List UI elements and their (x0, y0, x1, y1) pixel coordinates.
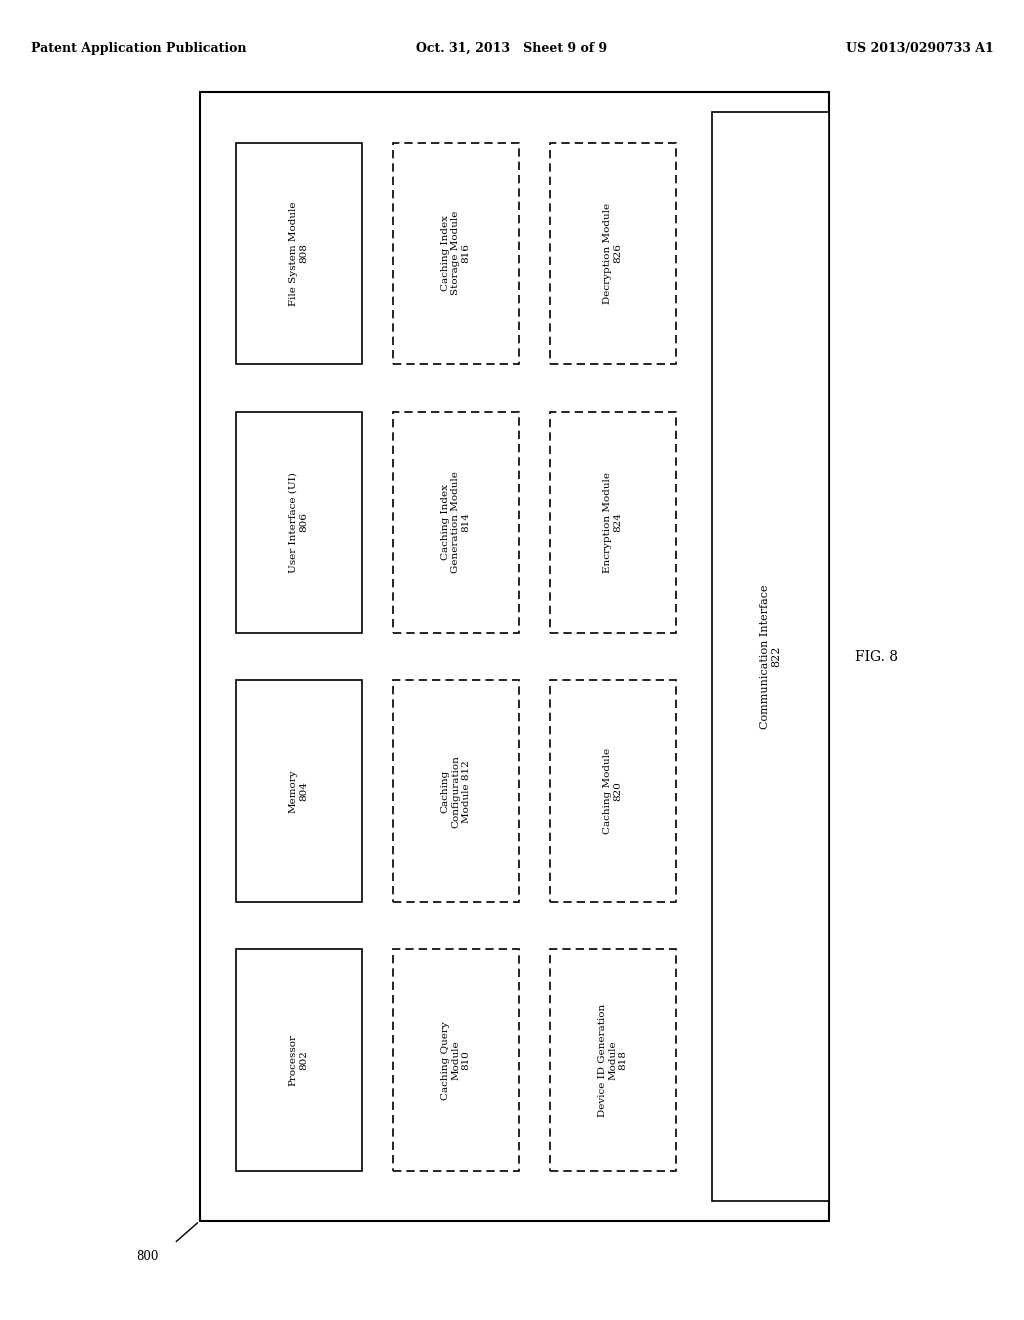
Text: File System Module
808: File System Module 808 (289, 201, 308, 305)
Text: Oct. 31, 2013   Sheet 9 of 9: Oct. 31, 2013 Sheet 9 of 9 (417, 42, 607, 55)
FancyBboxPatch shape (550, 143, 676, 364)
Text: Device ID Generation
Module
818: Device ID Generation Module 818 (598, 1003, 628, 1117)
FancyBboxPatch shape (550, 681, 676, 902)
Text: User Interface (UI)
806: User Interface (UI) 806 (289, 471, 308, 573)
Text: 800: 800 (136, 1250, 159, 1263)
FancyBboxPatch shape (236, 681, 361, 902)
FancyBboxPatch shape (550, 949, 676, 1171)
Text: Caching Index
Storage Module
816: Caching Index Storage Module 816 (440, 211, 471, 296)
Text: Caching Index
Generation Module
814: Caching Index Generation Module 814 (440, 471, 471, 573)
Text: US 2013/0290733 A1: US 2013/0290733 A1 (846, 42, 993, 55)
Text: Encryption Module
824: Encryption Module 824 (603, 471, 623, 573)
FancyBboxPatch shape (550, 412, 676, 634)
FancyBboxPatch shape (236, 412, 361, 634)
Text: Caching Query
Module
810: Caching Query Module 810 (440, 1020, 471, 1100)
Text: FIG. 8: FIG. 8 (855, 649, 898, 664)
FancyBboxPatch shape (236, 143, 361, 364)
Text: Caching
Configuration
Module 812: Caching Configuration Module 812 (440, 755, 471, 828)
FancyBboxPatch shape (392, 949, 519, 1171)
FancyBboxPatch shape (392, 681, 519, 902)
Text: Processor
802: Processor 802 (289, 1034, 308, 1086)
Text: Decryption Module
826: Decryption Module 826 (603, 203, 623, 304)
FancyBboxPatch shape (200, 92, 829, 1221)
Text: Communication Interface
822: Communication Interface 822 (760, 585, 781, 729)
FancyBboxPatch shape (712, 112, 829, 1201)
FancyBboxPatch shape (392, 143, 519, 364)
Text: Memory
804: Memory 804 (289, 770, 308, 813)
FancyBboxPatch shape (236, 949, 361, 1171)
Text: Patent Application Publication: Patent Application Publication (31, 42, 246, 55)
Text: Caching Module
820: Caching Module 820 (603, 748, 623, 834)
FancyBboxPatch shape (392, 412, 519, 634)
